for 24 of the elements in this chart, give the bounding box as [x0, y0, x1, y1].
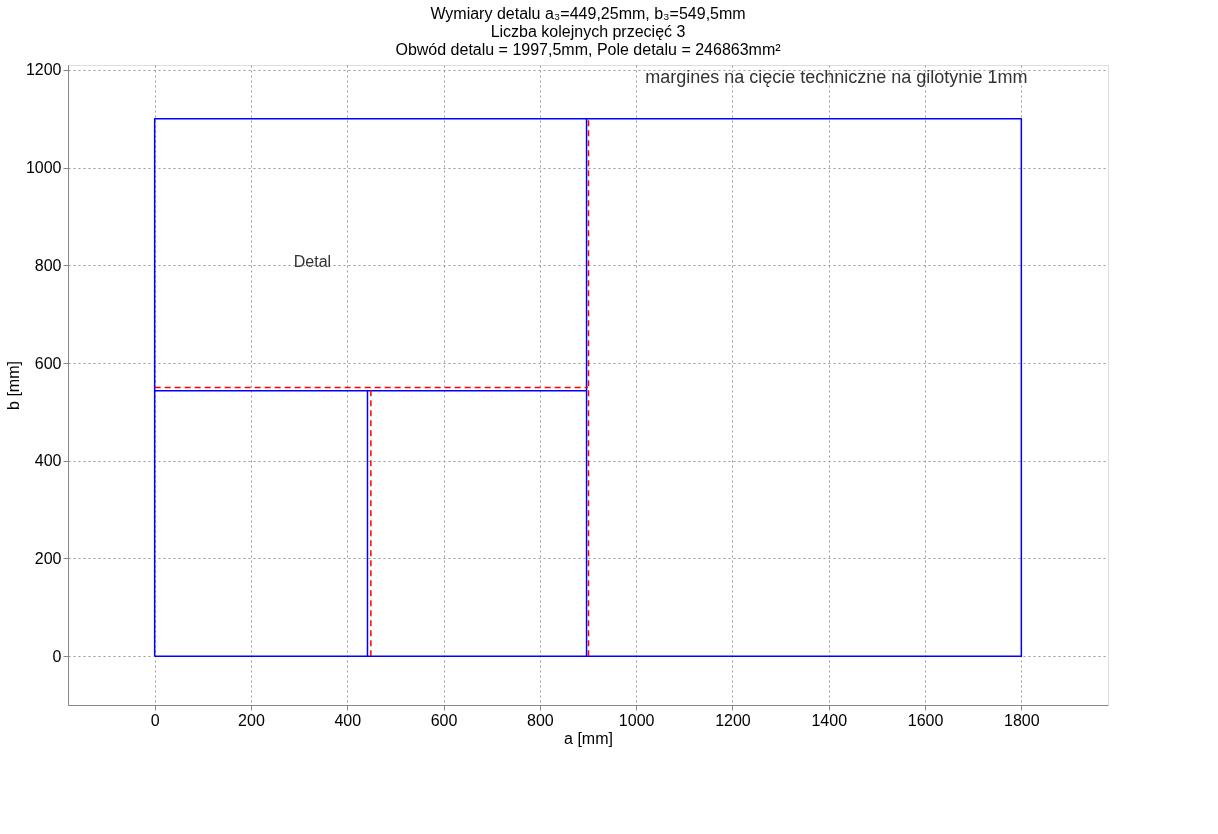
x-tick-label: 0: [150, 711, 160, 729]
x-tick-label: 200: [238, 711, 265, 729]
y-tick-label: 800: [34, 256, 62, 274]
annotation: Detal: [293, 252, 332, 270]
y-tick-label: 1200: [25, 61, 62, 79]
y-tick-label: 0: [52, 647, 62, 665]
x-tick-label: 1600: [907, 711, 944, 729]
y-tick-label: 200: [34, 549, 62, 567]
x-tick-label: 1800: [1004, 711, 1040, 729]
x-tick-label: 600: [430, 711, 458, 729]
text: Wymiary detalu a₃=449,25mm, b₃=549,5mm: [430, 4, 746, 22]
x-axis-title: a [mm]: [564, 729, 613, 747]
y-tick-label: 600: [34, 354, 62, 372]
text: Obwód detalu = 1997,5mm, Pole detalu = 246863mm²: [395, 40, 781, 58]
x-tick-label: 400: [334, 711, 362, 729]
y-tick-label: 1000: [25, 159, 62, 177]
annotation: margines na cięcie techniczne na gilotynie 1mm: [645, 67, 1028, 88]
x-tick-label: 800: [527, 711, 554, 729]
x-tick-label: 1400: [811, 711, 848, 729]
x-tick-label: 1200: [715, 711, 751, 729]
y-axis-title: b [mm]: [4, 361, 22, 410]
x-tick-label: 1000: [618, 711, 655, 729]
y-tick-label: 400: [34, 452, 62, 470]
text: Liczba kolejnych przecięć 3: [490, 22, 686, 40]
